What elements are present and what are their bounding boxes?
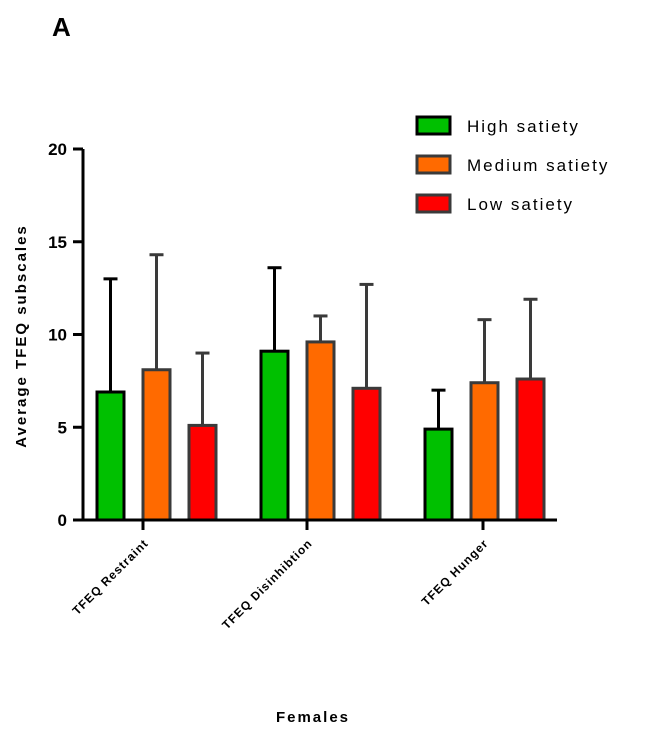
bar xyxy=(187,423,218,522)
bar xyxy=(141,368,172,522)
x-tick-label: TFEQ Hunger xyxy=(419,536,491,608)
legend-label: High satiety xyxy=(467,117,580,136)
x-axis-label: Females xyxy=(276,709,350,726)
y-tick-label: 15 xyxy=(48,233,67,252)
bar xyxy=(95,390,126,522)
y-tick-label: 10 xyxy=(48,326,67,345)
bar xyxy=(515,377,546,522)
bar xyxy=(259,349,290,522)
legend: High satiety Medium satiety Low satiety xyxy=(415,115,609,214)
bars xyxy=(95,253,546,522)
legend-swatch xyxy=(415,193,452,214)
bar xyxy=(351,386,382,522)
x-tick-label: TFEQ Restraint xyxy=(70,536,152,618)
bar xyxy=(469,381,500,522)
legend-label: Low satiety xyxy=(467,195,574,214)
x-axis: TFEQ Restraint TFEQ Disinhibtion TFEQ Hung… xyxy=(70,518,557,632)
legend-label: Medium satiety xyxy=(467,156,609,175)
bar xyxy=(305,340,336,522)
bar xyxy=(423,427,454,522)
y-tick-label: 20 xyxy=(48,140,67,159)
y-tick-label: 0 xyxy=(58,511,67,530)
panel-label: A xyxy=(52,12,71,42)
y-tick-label: 5 xyxy=(58,418,67,437)
y-axis: 0 5 10 15 20 xyxy=(48,140,85,530)
legend-swatch xyxy=(415,154,452,175)
x-tick-label: TFEQ Disinhibtion xyxy=(219,536,315,632)
legend-swatch xyxy=(415,115,452,136)
y-axis-label: Average TFEQ subscales xyxy=(13,224,30,448)
